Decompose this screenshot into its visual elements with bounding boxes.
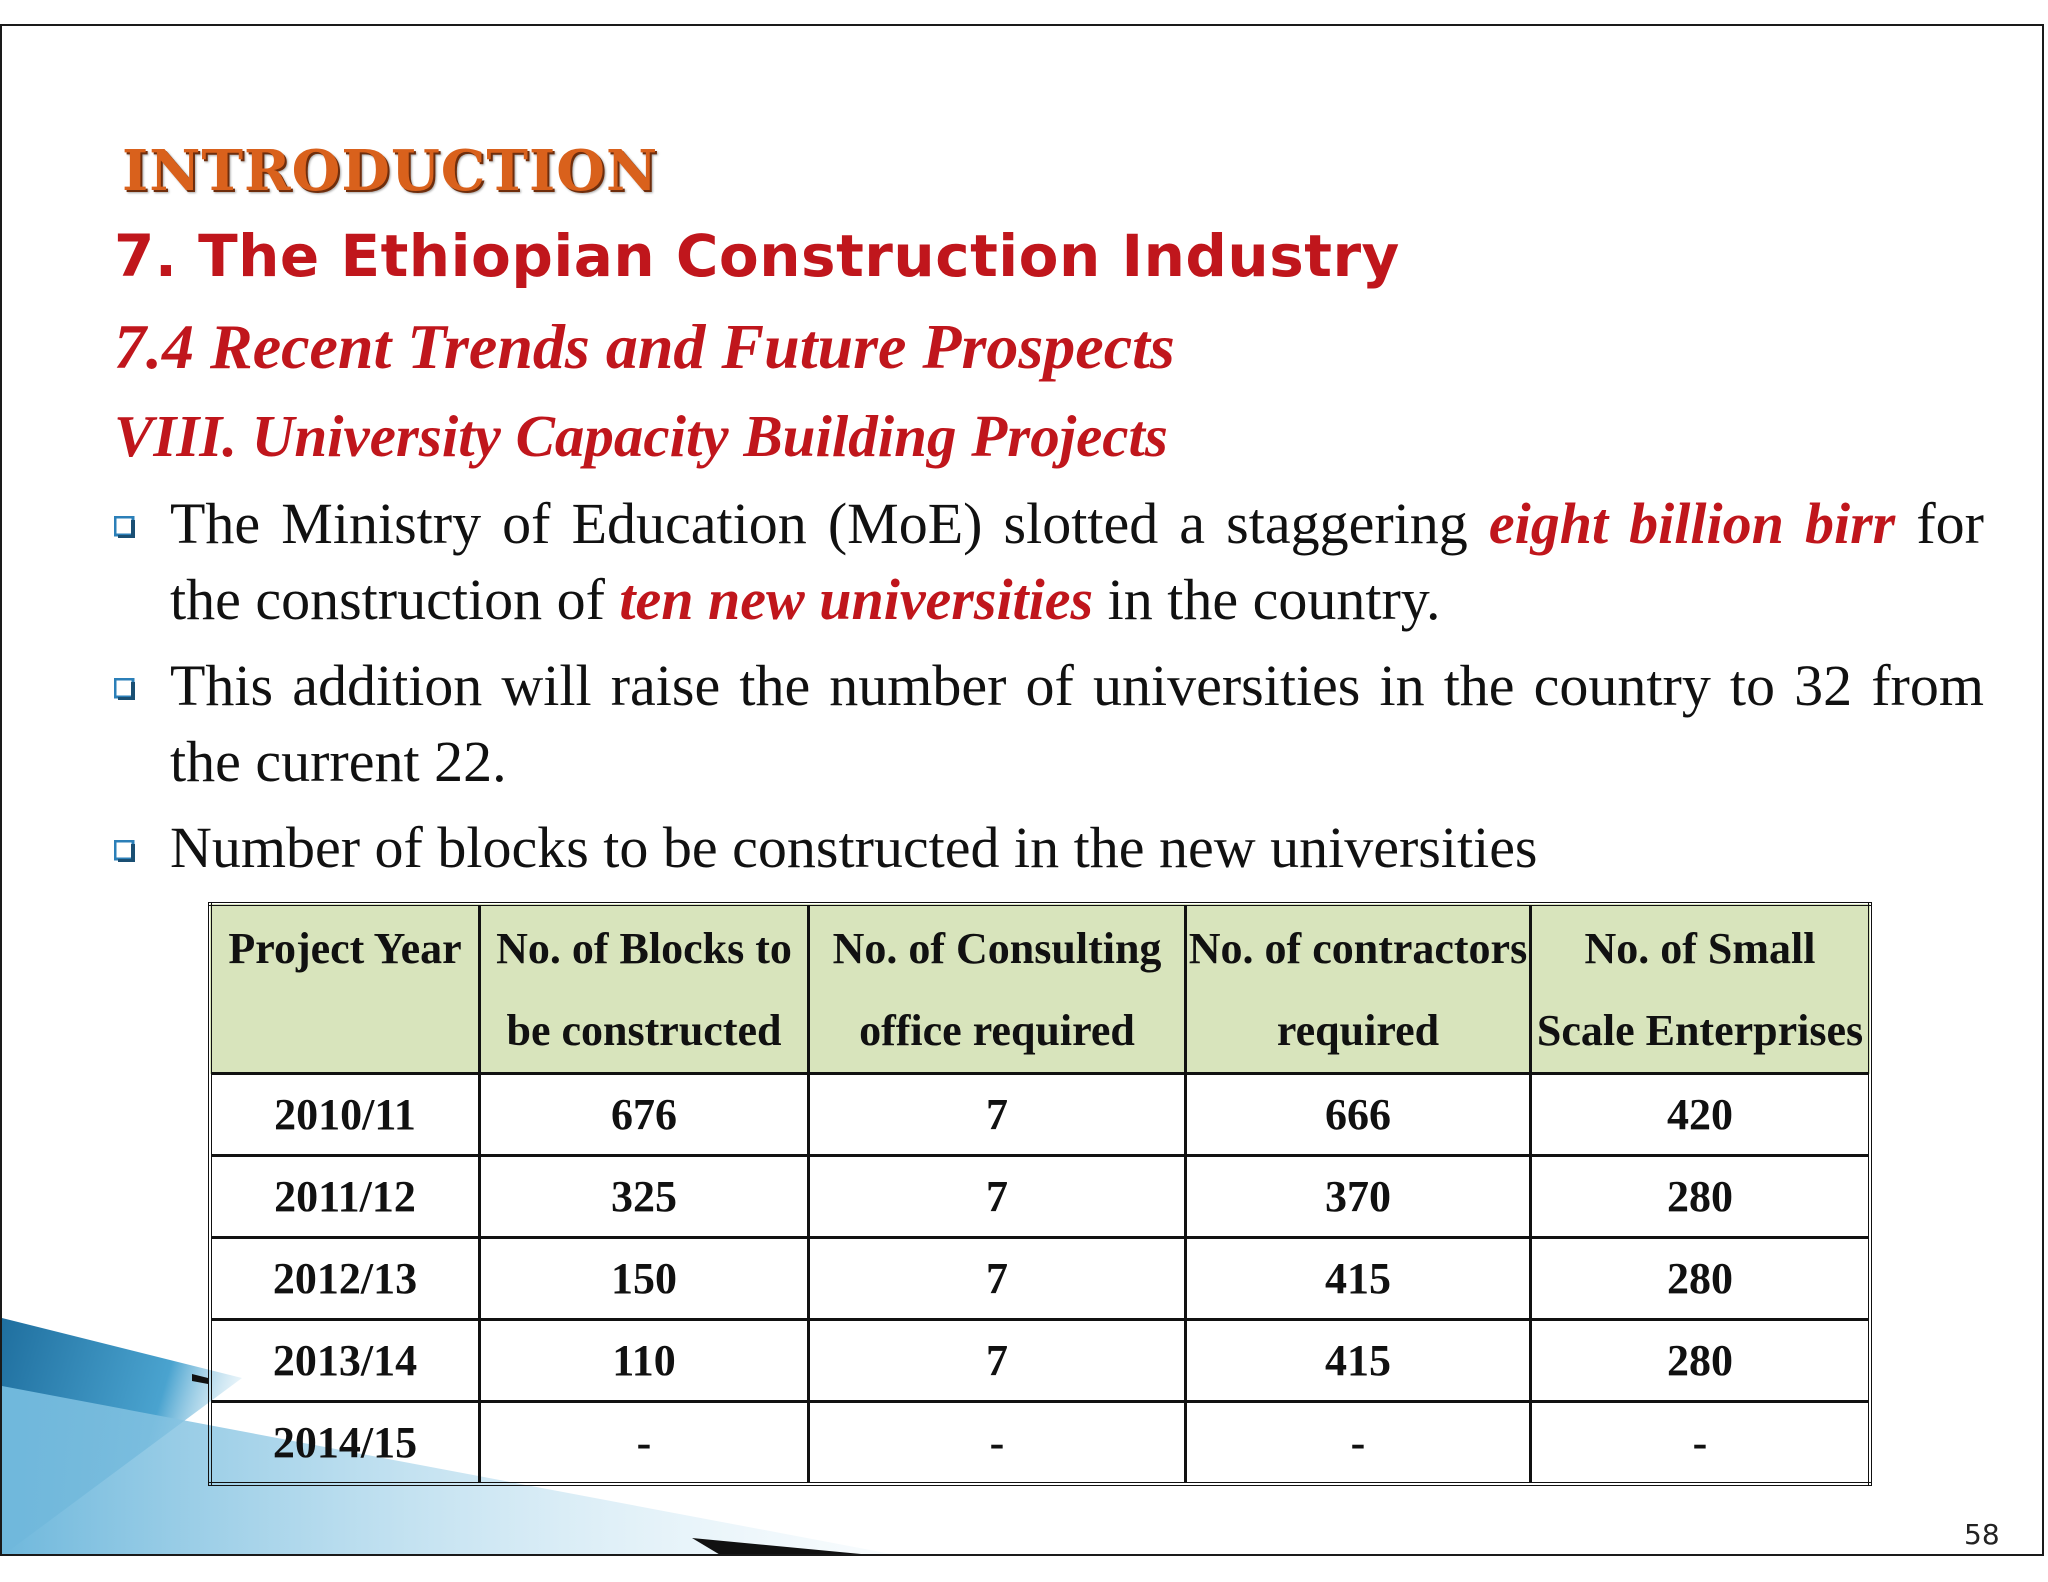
table-cell: 666 xyxy=(1184,1072,1532,1157)
table-cell: 150 xyxy=(478,1236,810,1321)
bullet-text-part: Number of blocks to be constructed in th… xyxy=(170,815,1538,880)
table-cell: 2013/14 xyxy=(208,1318,481,1403)
table-cell: 2012/13 xyxy=(208,1236,481,1321)
section-kicker: INTRODUCTION xyxy=(122,138,659,204)
bullet-item: The Ministry of Education (MoE) slotted … xyxy=(114,486,1984,638)
table-row: 2012/13 150 7 415 280 xyxy=(208,1236,1872,1321)
bullet-emphasis: ten new universities xyxy=(619,567,1094,632)
bullet-item: This addition will raise the number of u… xyxy=(114,648,1984,800)
bullet-text-part: for the construction of xyxy=(170,491,1984,632)
blocks-table: Project Year No. of Blocks to be constru… xyxy=(208,902,1872,1486)
bullet-text: The Ministry of Education (MoE) slotted … xyxy=(170,486,1984,638)
bullet-text-part: The Ministry of Education (MoE) slotted … xyxy=(170,491,1489,556)
table-cell: 2011/12 xyxy=(208,1154,481,1239)
header-blocks: No. of Blocks to be constructed xyxy=(478,902,810,1075)
square-bullet-icon xyxy=(114,516,135,538)
slide: INTRODUCTION 7. The Ethiopian Constructi… xyxy=(0,24,2044,1556)
table-cell: - xyxy=(478,1400,810,1486)
table-cell: 420 xyxy=(1529,1072,1872,1157)
header-consulting-offices: No. of Consulting office required xyxy=(807,902,1187,1075)
table-cell: 7 xyxy=(807,1236,1187,1321)
section-title: 7. The Ethiopian Construction Industry xyxy=(114,222,1400,290)
table-cell: 325 xyxy=(478,1154,810,1239)
table-cell: 110 xyxy=(478,1318,810,1403)
table-row: 2014/15 - - - - xyxy=(208,1400,1872,1486)
table-cell: 415 xyxy=(1184,1318,1532,1403)
table-cell: 280 xyxy=(1529,1318,1872,1403)
square-bullet-icon xyxy=(114,678,135,700)
bullet-list: The Ministry of Education (MoE) slotted … xyxy=(114,486,1984,896)
table-cell: 415 xyxy=(1184,1236,1532,1321)
table-cell: - xyxy=(1529,1400,1872,1486)
table-cell: 7 xyxy=(807,1072,1187,1157)
topic-title: VIII. University Capacity Building Proje… xyxy=(114,403,1168,469)
bullet-text: Number of blocks to be constructed in th… xyxy=(170,810,1984,886)
table-cell: 2014/15 xyxy=(208,1400,481,1486)
bullet-item: Number of blocks to be constructed in th… xyxy=(114,810,1984,886)
table-cell: 7 xyxy=(807,1318,1187,1403)
square-bullet-icon xyxy=(114,840,135,862)
table-cell: 2010/11 xyxy=(208,1072,481,1157)
page-number: 58 xyxy=(1964,1518,2000,1551)
table-header-row: Project Year No. of Blocks to be constru… xyxy=(208,902,1872,1075)
table-cell: - xyxy=(807,1400,1187,1486)
bullet-text: This addition will raise the number of u… xyxy=(170,648,1984,800)
table-cell: 370 xyxy=(1184,1154,1532,1239)
bullet-emphasis: eight billion birr xyxy=(1488,491,1896,556)
header-project-year: Project Year xyxy=(208,902,481,1075)
subsection-title: 7.4 Recent Trends and Future Prospects xyxy=(114,311,1175,382)
header-contractors: No. of contractors required xyxy=(1184,902,1532,1075)
bullet-text-part: in the country. xyxy=(1093,567,1441,632)
table-cell: 280 xyxy=(1529,1236,1872,1321)
table-cell: 280 xyxy=(1529,1154,1872,1239)
table-cell: 676 xyxy=(478,1072,810,1157)
table-cell: 7 xyxy=(807,1154,1187,1239)
bullet-text-part: This addition will raise the number of u… xyxy=(170,653,1984,794)
table-row: 2011/12 325 7 370 280 xyxy=(208,1154,1872,1239)
table-row: 2010/11 676 7 666 420 xyxy=(208,1072,1872,1157)
table-row: 2013/14 110 7 415 280 xyxy=(208,1318,1872,1403)
header-small-enterprises: No. of Small Scale Enterprises xyxy=(1529,902,1872,1075)
table-cell: - xyxy=(1184,1400,1532,1486)
